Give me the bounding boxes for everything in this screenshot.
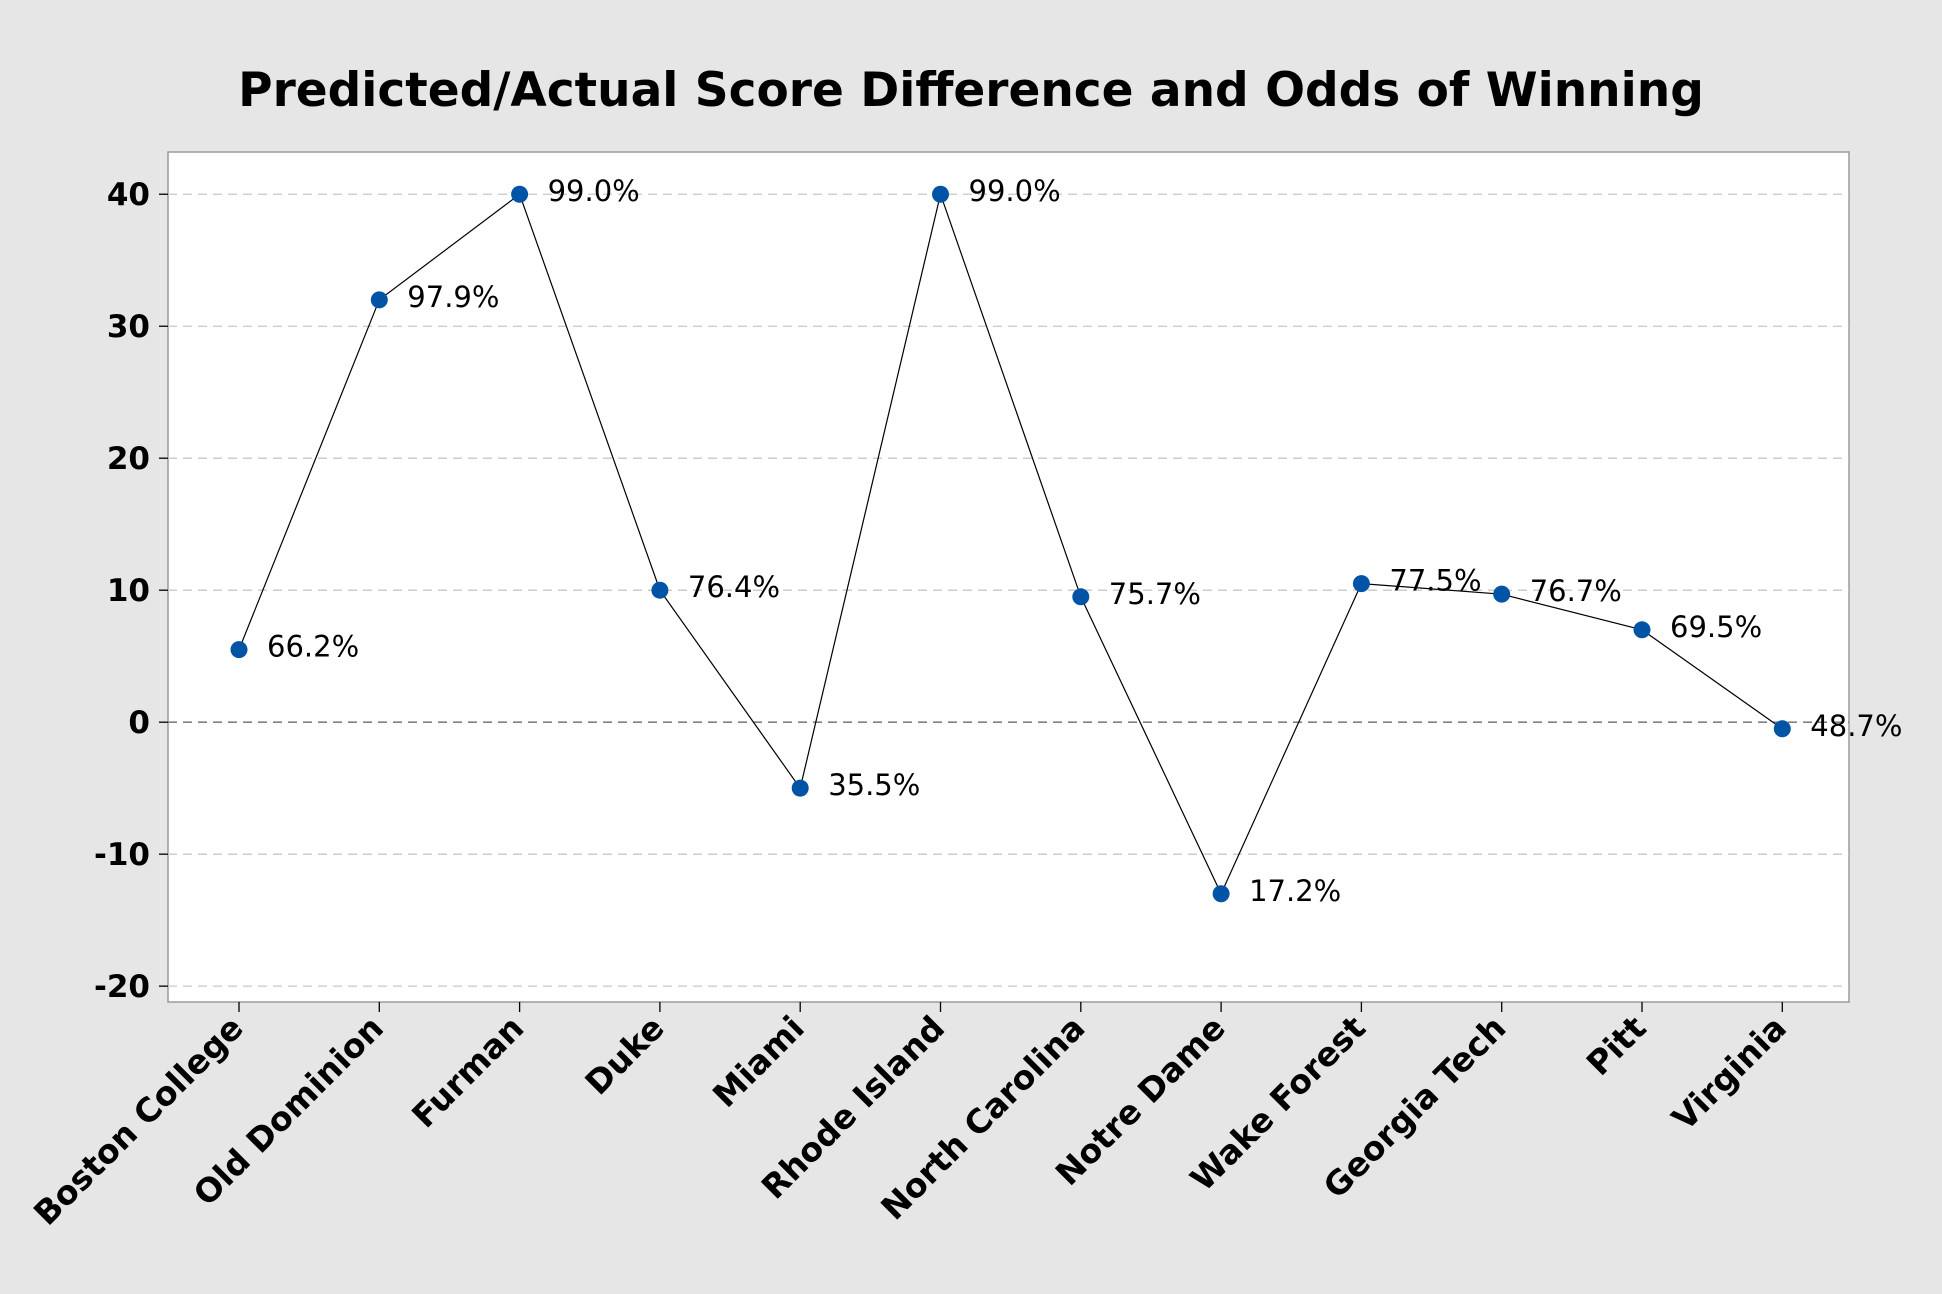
data-point [1212,885,1230,903]
data-point [932,185,949,203]
data-point [1773,720,1791,738]
data-label: 66.2% [267,630,359,664]
data-label: 48.7% [1810,709,1902,743]
data-point [1493,585,1511,603]
data-point [1072,588,1090,606]
series-line [230,185,1791,903]
y-axis: -20 -10 0 10 20 30 40 [94,177,168,1005]
data-point [651,581,669,599]
y-tick-label: 20 [107,441,150,477]
data-label: 97.9% [407,280,499,314]
data-point [511,185,529,203]
data-label: 77.5% [1389,564,1481,598]
data-point [791,779,809,797]
y-tick-label: -20 [94,969,150,1005]
plot-area [167,151,1850,1003]
data-label: 76.4% [688,570,780,604]
y-tick-label: -10 [94,837,150,873]
grid-lines [168,193,1849,987]
data-labels: 66.2% 97.9% 99.0% 76.4% 35.5% 99.0% 75.7% 17.2%… [267,174,1902,908]
data-point [1633,621,1651,639]
data-label: 75.7% [1109,577,1201,611]
chart-title: Predicted/Actual Score Difference and Od… [238,63,1704,118]
data-label: 69.5% [1670,610,1762,644]
y-tick-label: 40 [107,177,150,213]
data-point [370,291,388,309]
data-label: 17.2% [1249,874,1341,908]
data-label: 99.0% [548,174,640,208]
data-label: 35.5% [828,768,920,802]
data-point [1352,575,1370,593]
y-tick-label: 10 [107,573,150,609]
y-tick-label: 0 [128,705,150,741]
series-line-path [238,192,1783,896]
data-point [230,641,248,659]
data-label: 99.0% [969,174,1061,208]
y-tick-label: 30 [107,309,150,345]
data-label: 76.7% [1530,574,1622,608]
